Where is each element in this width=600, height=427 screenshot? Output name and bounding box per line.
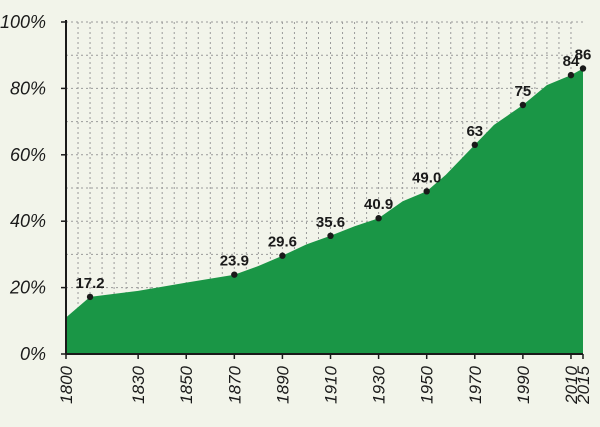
x-tick-label: 1930 — [370, 365, 389, 403]
data-label: 40.9 — [364, 196, 393, 213]
area-series — [66, 68, 583, 354]
x-tick-label: 2015 — [574, 365, 593, 404]
data-point — [231, 271, 238, 278]
x-tick-label: 1890 — [273, 365, 292, 403]
x-tick-label: 1990 — [514, 365, 533, 403]
data-point — [86, 293, 94, 301]
data-label: 23.9 — [220, 253, 249, 270]
data-label: 17.2 — [75, 275, 104, 292]
data-point — [279, 252, 286, 259]
data-label: 86 — [575, 46, 592, 63]
axes — [61, 20, 584, 359]
data-label: 84 — [563, 53, 580, 70]
y-tick-label: 60% — [10, 145, 46, 165]
data-point — [375, 215, 382, 222]
x-tick-label: 1830 — [129, 365, 148, 403]
x-tick-label: 1950 — [418, 365, 437, 403]
y-tick-label: 0% — [20, 344, 46, 364]
data-label: 35.6 — [316, 214, 345, 231]
y-tick-labels: 0% 20% 40% 60% 80% 100% — [0, 12, 46, 364]
y-tick-label: 100% — [0, 12, 46, 32]
data-point — [327, 232, 334, 240]
y-tick-label: 40% — [10, 211, 46, 231]
x-tick-label: 2010 — [562, 365, 581, 404]
data-point — [567, 71, 575, 79]
data-point — [471, 141, 478, 149]
y-tick-label: 20% — [9, 278, 46, 298]
x-tick-label: 1870 — [225, 365, 244, 403]
x-tick-label: 1850 — [177, 365, 196, 403]
data-label: 63 — [466, 123, 483, 140]
data-label: 49.0 — [412, 169, 441, 186]
y-tick-label: 80% — [10, 78, 46, 98]
x-tick-label: 1800 — [57, 365, 76, 403]
data-point — [423, 188, 430, 195]
area-fill — [66, 68, 583, 354]
x-tick-label: 1970 — [466, 365, 485, 403]
data-point — [519, 101, 527, 109]
x-tick-label: 1910 — [322, 365, 341, 403]
x-tick-labels: 1800 1830 1850 1870 1890 1910 1930 1950 1970 1990… — [57, 365, 593, 404]
data-label: 29.6 — [268, 234, 297, 251]
data-point — [579, 65, 587, 72]
data-label: 75 — [515, 83, 532, 100]
